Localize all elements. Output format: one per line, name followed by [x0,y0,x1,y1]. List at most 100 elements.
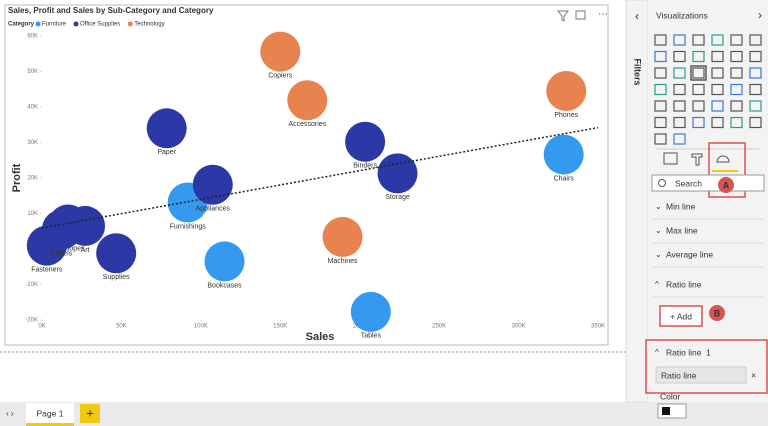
visual-icon[interactable] [749,34,762,46]
expand-icon[interactable]: › [758,8,762,22]
visual-icon[interactable] [749,50,762,63]
visual-icon[interactable] [654,133,667,145]
visual-icon[interactable] [711,34,724,46]
visual-icon[interactable] [654,34,667,46]
annotation-badge [709,305,725,321]
x-tick-label: 50K [116,324,127,330]
legend-label: Furniture [42,22,67,28]
visual-icon[interactable] [673,50,686,63]
y-tick-label: 20K [27,176,38,182]
bubble[interactable] [192,164,233,205]
visual-icon[interactable] [730,100,743,112]
visual-icon[interactable] [749,83,762,96]
data-label: Machines [328,258,358,265]
visual-icon[interactable] [673,133,686,145]
filter-icon[interactable] [556,10,570,22]
bubble[interactable] [287,80,328,121]
visualizations-pane [648,0,768,402]
bubble[interactable] [543,134,584,175]
remove-icon[interactable]: × [751,370,756,380]
section-header[interactable]: Max line [666,225,698,235]
bubble[interactable] [546,71,587,112]
bubble[interactable] [350,291,391,332]
chevron[interactable]: ⌄ [655,202,662,211]
visual-icon[interactable] [749,67,762,79]
visual-icon[interactable] [692,116,705,129]
visual-icon[interactable] [711,116,724,129]
ratio-name-value[interactable]: Ratio line [661,370,697,380]
visual-icon[interactable] [730,83,743,96]
bubble[interactable] [345,121,386,162]
y-axis-label: Profit [11,163,23,192]
data-label: Phones [554,112,578,119]
visual-icon[interactable] [692,50,705,63]
visual-icon[interactable] [654,83,667,96]
legend-title: Category [8,22,35,28]
bubble[interactable] [377,153,418,194]
visual-icon[interactable] [711,83,724,96]
visual-icon[interactable] [654,100,667,112]
visual-icon[interactable] [692,34,705,46]
visual-icon[interactable] [654,116,667,129]
visual-icon[interactable] [749,116,762,129]
focus-icon[interactable] [575,10,586,20]
bubble[interactable] [96,233,137,274]
visual-icon[interactable] [730,67,743,79]
page-tab-label[interactable]: Page 1 [37,408,64,418]
visual-icon[interactable] [673,116,686,129]
add-page-button[interactable] [80,404,100,423]
analytics-tab[interactable] [716,155,730,163]
ratio-card-title[interactable]: Ratio line [666,347,702,357]
section-header[interactable]: Min line [666,201,696,211]
chevron[interactable]: ⌄ [655,250,662,259]
section-header[interactable]: Ratio line [666,279,702,289]
add-button-label[interactable]: + Add [670,311,692,321]
visual-icon[interactable] [730,50,743,63]
visual-icon[interactable] [730,116,743,129]
color-label: Color [660,391,680,401]
search-box[interactable] [651,174,765,192]
section-header[interactable]: Average line [666,249,713,259]
legend-marker [73,21,79,27]
visual-icon[interactable] [673,34,686,46]
visual-icon[interactable] [673,67,686,79]
chevron[interactable]: ^ [655,280,659,289]
data-label: Envelopes [52,245,85,252]
more-icon[interactable]: ··· [598,9,608,20]
data-label: Paper [157,149,176,156]
visual-icon[interactable] [749,100,762,112]
page-tab[interactable] [26,403,74,425]
color-swatch [662,407,670,415]
visual-icon[interactable] [654,67,667,79]
chevron[interactable]: ⌄ [655,226,662,235]
visual-icon[interactable] [673,83,686,96]
visual-icon[interactable] [711,67,724,79]
annotation-label: A [723,180,730,190]
bubble[interactable] [146,108,187,149]
collapse-icon[interactable]: ‹ [635,9,639,23]
visual-icon[interactable] [692,100,705,112]
bubble[interactable] [204,241,245,282]
format-tab[interactable] [691,153,703,166]
y-tick-label: 30K [27,140,38,146]
fields-tab[interactable] [663,152,678,165]
visual-icon[interactable] [711,100,724,112]
legend-label: Office Supplies [80,22,120,28]
data-label: Furnishings [170,223,207,230]
visual-icon[interactable] [730,34,743,46]
visual-icon[interactable] [673,100,686,112]
add-page-icon: + [86,405,94,420]
visual-icon[interactable] [654,50,667,63]
bubble[interactable] [260,31,301,72]
visual-icon[interactable] [692,83,705,96]
visual-frame[interactable] [4,4,609,346]
chevron[interactable]: ^ [655,348,659,357]
visual-icon[interactable] [711,50,724,63]
visual-icon[interactable] [692,67,705,79]
ratio-name-input[interactable] [655,366,747,384]
add-button[interactable] [659,305,703,327]
bubble[interactable] [322,216,363,257]
filters-label[interactable]: Filters [633,58,643,85]
bubble[interactable] [41,209,82,250]
tab-nav[interactable]: ‹ › [6,409,14,418]
